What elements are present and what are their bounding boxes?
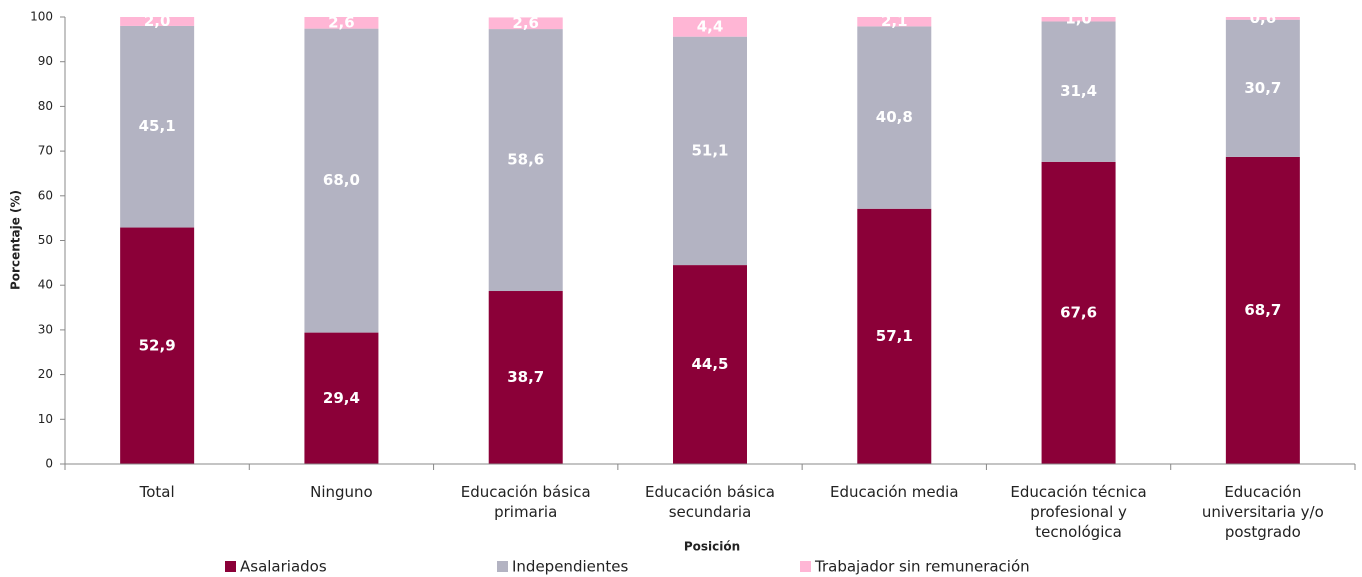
y-tick-label: 10 bbox=[38, 412, 53, 426]
x-tick-label: Educación universitaria y/o postgrado bbox=[1201, 483, 1324, 541]
y-tick-label: 90 bbox=[38, 54, 53, 68]
x-tick-label: Educación básica secundaria bbox=[645, 483, 775, 521]
value-label: 51,1 bbox=[691, 141, 728, 159]
value-label: 0,6 bbox=[1250, 9, 1277, 27]
value-label: 2,6 bbox=[512, 14, 539, 32]
value-label: 68,7 bbox=[1244, 301, 1281, 319]
legend-label: Asalariados bbox=[240, 558, 327, 576]
y-tick-label: 70 bbox=[38, 144, 53, 158]
bar-segment bbox=[120, 25, 195, 228]
bar-segment bbox=[488, 29, 563, 292]
y-tick-label: 80 bbox=[38, 99, 53, 113]
value-label: 4,4 bbox=[697, 17, 724, 35]
x-tick-label: Educación media bbox=[830, 483, 959, 501]
bar-segment bbox=[120, 17, 195, 26]
bar-segment bbox=[673, 36, 747, 266]
bar-segment bbox=[1041, 161, 1116, 464]
value-label: 29,4 bbox=[323, 389, 360, 407]
value-label: 67,6 bbox=[1060, 303, 1097, 321]
bar-segment bbox=[673, 17, 747, 37]
bar-segment bbox=[673, 265, 747, 464]
legend-label: Independientes bbox=[512, 558, 628, 576]
value-label: 2,0 bbox=[144, 12, 171, 30]
bar-segment bbox=[857, 26, 932, 209]
bar-segment bbox=[488, 17, 563, 30]
x-axis-label: Posición bbox=[684, 540, 740, 554]
value-label: 2,6 bbox=[328, 13, 355, 31]
bar-segment bbox=[120, 227, 195, 464]
value-label: 30,7 bbox=[1244, 79, 1281, 97]
y-tick-label: 0 bbox=[45, 457, 53, 471]
legend-label: Trabajador sin remuneración bbox=[814, 558, 1030, 576]
y-tick-label: 60 bbox=[38, 188, 53, 202]
bar-segment bbox=[857, 17, 932, 27]
x-tick-label: Educación básica primaria bbox=[460, 483, 591, 521]
bar-segment bbox=[1225, 156, 1300, 464]
x-tick-label: Educación técnica profesional y tecnológ… bbox=[1010, 483, 1147, 541]
y-tick-label: 20 bbox=[38, 367, 53, 381]
bar-segment bbox=[1041, 21, 1116, 162]
bar-segment bbox=[1225, 17, 1300, 20]
y-axis-label: Porcentaje (%) bbox=[9, 190, 23, 290]
value-label: 44,5 bbox=[691, 355, 728, 373]
bar-segment bbox=[488, 291, 563, 464]
value-label: 58,6 bbox=[507, 151, 544, 169]
y-tick-label: 100 bbox=[30, 10, 53, 24]
y-tick-label: 50 bbox=[38, 233, 53, 247]
value-label: 45,1 bbox=[139, 117, 176, 135]
bar-segment bbox=[304, 332, 379, 464]
y-tick-label: 30 bbox=[38, 322, 53, 336]
value-label: 31,4 bbox=[1060, 82, 1097, 100]
bar-segment bbox=[304, 28, 379, 333]
bar-segment bbox=[1041, 17, 1116, 22]
value-label: 40,8 bbox=[876, 108, 913, 126]
value-label: 68,0 bbox=[323, 171, 360, 189]
value-label: 52,9 bbox=[139, 336, 176, 354]
value-label: 57,1 bbox=[876, 327, 913, 345]
y-tick-label: 40 bbox=[38, 278, 53, 292]
value-label: 1,0 bbox=[1065, 10, 1092, 28]
bar-segment bbox=[857, 208, 932, 464]
value-label: 38,7 bbox=[507, 368, 544, 386]
legend-swatch bbox=[800, 561, 811, 572]
bar-segment bbox=[304, 17, 379, 29]
x-tick-label: Total bbox=[139, 483, 175, 501]
legend-swatch bbox=[225, 561, 236, 572]
value-label: 2,1 bbox=[881, 12, 908, 30]
legend-swatch bbox=[497, 561, 508, 572]
bar-segment bbox=[1225, 19, 1300, 157]
x-tick-label: Ninguno bbox=[310, 483, 373, 501]
